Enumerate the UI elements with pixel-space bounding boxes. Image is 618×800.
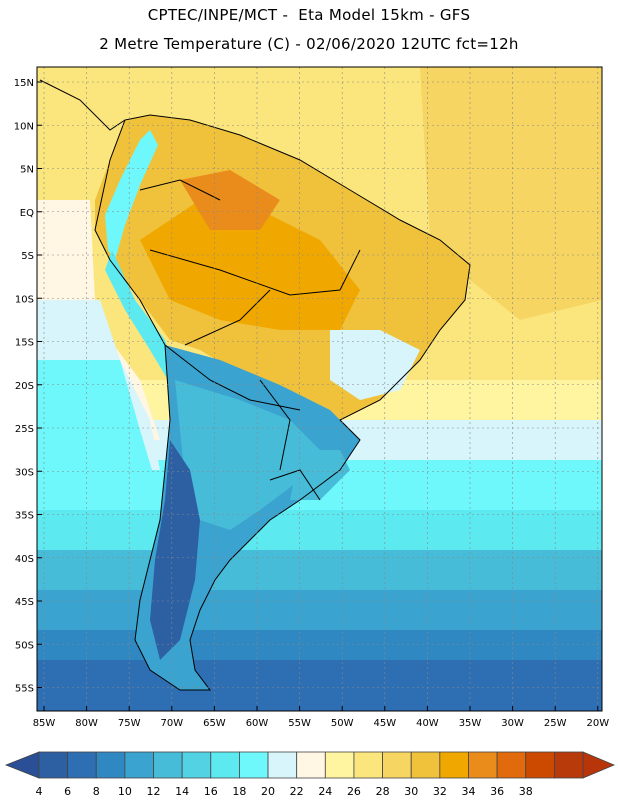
colorbar-level-label: 18 xyxy=(232,785,246,798)
lat-label: 30S xyxy=(15,467,34,478)
country-borders xyxy=(39,79,471,691)
lat-label: 55S xyxy=(15,684,34,695)
colorbar-swatch xyxy=(439,751,469,779)
lon-label: 60W xyxy=(246,718,269,729)
lat-label: 15N xyxy=(14,78,34,89)
colorbar-swatch xyxy=(124,751,154,779)
lon-label: 45W xyxy=(373,718,396,729)
lat-label: 10S xyxy=(15,294,34,305)
colorbar-under-arrow xyxy=(4,751,40,779)
lon-label: 25W xyxy=(544,718,567,729)
colorbar-swatch xyxy=(181,751,212,779)
graticule xyxy=(37,67,602,711)
colorbar-level-label: 16 xyxy=(204,785,218,798)
colorbar-level-label: 24 xyxy=(318,785,332,798)
lon-label: 55W xyxy=(288,718,311,729)
lon-label: 75W xyxy=(118,718,141,729)
colorbar-swatch xyxy=(67,751,97,779)
colorbar-level-label: 8 xyxy=(93,785,100,798)
lon-label: 40W xyxy=(416,718,439,729)
colorbar-level-label: 10 xyxy=(118,785,132,798)
lat-label: EQ xyxy=(20,208,34,219)
colorbar-level-label: 20 xyxy=(261,785,275,798)
colorbar-level-label: 34 xyxy=(461,785,475,798)
lat-label: 25S xyxy=(15,424,34,435)
colorbar-swatch xyxy=(553,751,584,779)
colorbar-swatch xyxy=(525,751,555,779)
colorbar-swatch xyxy=(267,751,298,779)
colorbar-level-label: 32 xyxy=(433,785,447,798)
colorbar-swatch xyxy=(496,751,527,779)
colorbar-swatch xyxy=(296,751,326,779)
colorbar-over-arrow xyxy=(582,751,616,779)
colorbar-swatch xyxy=(95,751,126,779)
longitude-labels: 85W 80W 75W 70W 65W 60W 55W 50W 45W 40W 35W 30W 25W 2… xyxy=(33,706,609,729)
colorbar-swatch xyxy=(382,751,412,779)
lat-label: 40S xyxy=(15,554,34,565)
colorbar-swatch xyxy=(210,751,240,779)
colorbar-swatch xyxy=(153,751,183,779)
lon-label: 50W xyxy=(331,718,354,729)
colorbar-level-label: 36 xyxy=(490,785,504,798)
colorbar: 4 6 8 10 12 14 16 18 20 22 24 26 28 30 32 34 36 38 xyxy=(4,751,616,798)
lat-label: 50S xyxy=(15,640,34,651)
colorbar-level-label: 38 xyxy=(519,785,533,798)
lon-label: 85W xyxy=(33,718,56,729)
lat-label: 15S xyxy=(15,338,34,349)
colorbar-level-label: 30 xyxy=(404,785,418,798)
lat-label: 45S xyxy=(15,597,34,608)
map-title: CPTEC/INPE/MCT - Eta Model 15km - GFS xyxy=(147,6,471,24)
colorbar-swatch xyxy=(468,751,498,779)
lon-label: 80W xyxy=(75,718,98,729)
colorbar-level-label: 22 xyxy=(290,785,304,798)
lat-label: 5N xyxy=(20,165,34,176)
colorbar-swatch xyxy=(239,751,269,779)
latitude-labels: 15N 10N 5N EQ 5S 10S 15S 20S 25S 30S 35S 40S 45S 50S 5… xyxy=(14,78,42,695)
colorbar-swatch xyxy=(324,751,355,779)
map-frame xyxy=(36,66,603,712)
lon-label: 35W xyxy=(459,718,482,729)
colorbar-level-label: 14 xyxy=(175,785,189,798)
map-subtitle: 2 Metre Temperature (C) - 02/06/2020 12U… xyxy=(99,35,519,53)
colorbar-swatch xyxy=(38,751,69,779)
colorbar-level-label: 12 xyxy=(147,785,161,798)
lon-label: 65W xyxy=(203,718,226,729)
lat-label: 5S xyxy=(21,251,34,262)
colorbar-level-label: 4 xyxy=(36,785,43,798)
lat-label: 10N xyxy=(14,121,34,132)
colorbar-swatch xyxy=(410,751,441,779)
colorbar-level-label: 6 xyxy=(64,785,71,798)
temperature-field xyxy=(37,67,602,711)
lon-label: 70W xyxy=(160,718,183,729)
colorbar-level-label: 28 xyxy=(376,785,390,798)
lon-label: 30W xyxy=(501,718,524,729)
lon-label: 20W xyxy=(586,718,609,729)
colorbar-level-label: 26 xyxy=(347,785,361,798)
lat-label: 20S xyxy=(15,381,34,392)
colorbar-swatch xyxy=(353,751,383,779)
lat-label: 35S xyxy=(15,511,34,522)
